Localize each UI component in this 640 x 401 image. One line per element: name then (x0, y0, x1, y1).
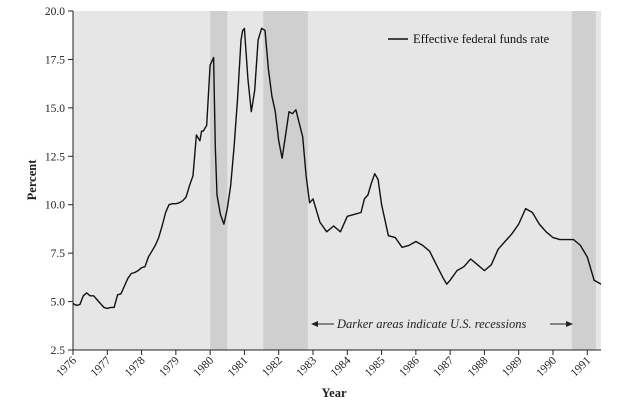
series-line (72, 27, 602, 310)
note-arrow-right-head (566, 321, 573, 327)
note-text: Darker areas indicate U.S. recessions (336, 317, 526, 331)
y-tick-label: 5.0 (51, 297, 66, 309)
x-tick-label: 1988 (466, 354, 491, 379)
recession-note: Darker areas indicate U.S. recessions (311, 317, 573, 331)
x-tick-label: 1979 (157, 354, 182, 379)
x-tick-label: 1980 (192, 354, 217, 379)
x-tick-label: 1984 (329, 354, 354, 379)
x-tick-label: 1985 (363, 354, 388, 379)
x-tick-label: 1983 (294, 354, 319, 379)
x-tick-label: 1991 (569, 354, 594, 379)
x-tick-label: 1981 (226, 354, 251, 379)
x-tick-label: 1977 (89, 354, 114, 379)
x-tick-label: 1990 (534, 354, 559, 379)
recession-band (210, 11, 228, 350)
y-axis-title: Percent (25, 159, 39, 201)
y-tick-label: 7.5 (51, 248, 66, 260)
legend-label: Effective federal funds rate (413, 32, 550, 46)
x-axis-title: Year (322, 386, 347, 400)
y-tick-label: 2.5 (51, 345, 66, 357)
recession-bands (210, 11, 596, 350)
y-tick-label: 17.5 (45, 54, 65, 66)
x-tick-label: 1987 (432, 354, 457, 379)
series-layer (72, 27, 602, 310)
x-tick-label: 1976 (54, 354, 79, 379)
x-tick-label: 1982 (260, 354, 285, 379)
y-tick-label: 10.0 (45, 200, 65, 212)
recession-band (263, 11, 308, 350)
x-tick-label: 1989 (500, 354, 525, 379)
recession-band (571, 11, 596, 350)
plot-area (73, 11, 601, 350)
legend: Effective federal funds rate (388, 32, 550, 46)
y-tick-label: 20.0 (45, 6, 65, 18)
note-arrow-left-head (311, 321, 318, 327)
y-tick-label: 15.0 (45, 103, 65, 115)
x-tick-label: 1986 (397, 354, 422, 379)
y-tick-label: 12.5 (45, 151, 65, 163)
plot-background (73, 11, 601, 350)
x-tick-label: 1978 (123, 354, 148, 379)
